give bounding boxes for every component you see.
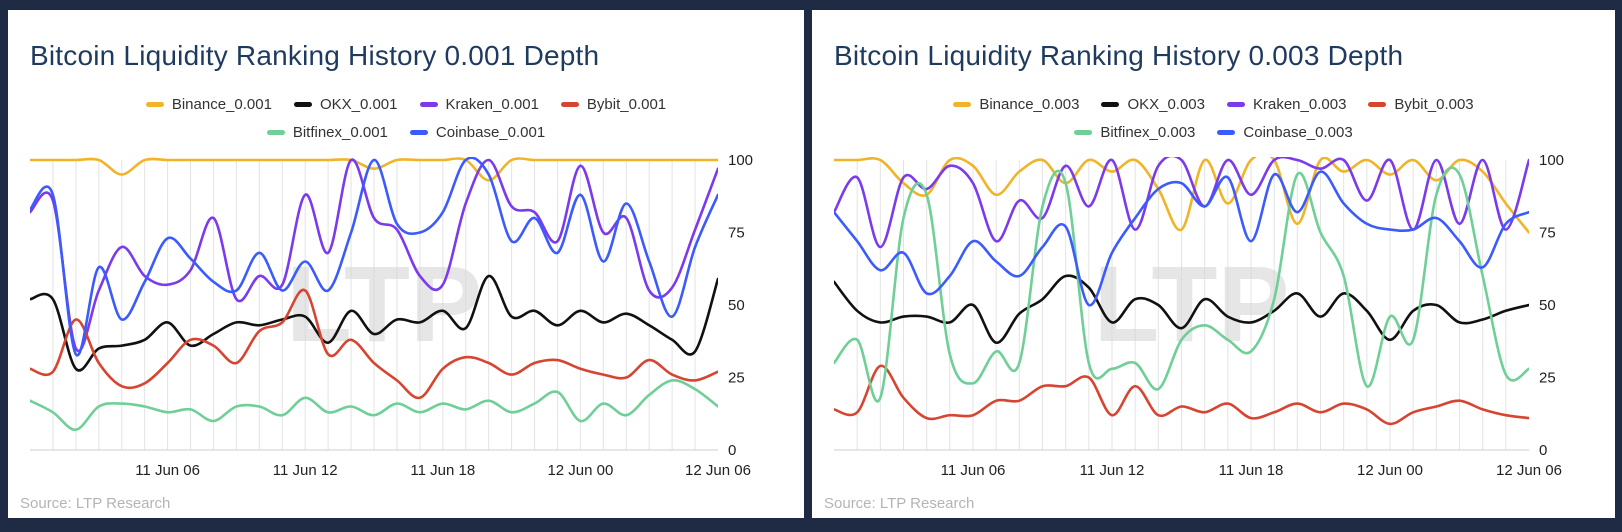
legend-item-okx[interactable]: OKX_0.001 (293, 95, 398, 113)
chart-legend: Binance_0.003 OKX_0.003 Kraken_0.003 Byb… (812, 90, 1615, 146)
y-tick-label: 0 (1539, 442, 1547, 459)
x-tick-label: 11 Jun 06 (941, 462, 1006, 479)
series-line-okx-0-001[interactable] (30, 274, 718, 372)
chart-title: Bitcoin Liquidity Ranking History 0.003 … (834, 40, 1404, 71)
legend-swatch (953, 101, 972, 107)
y-tick-label: 75 (1539, 225, 1556, 242)
watermark-text: LTP (286, 243, 482, 364)
legend-item-kraken[interactable]: Kraken_0.003 (1227, 96, 1346, 113)
x-tick-label: 12 Jun 00 (1357, 462, 1423, 479)
x-tick-label: 11 Jun 18 (1219, 462, 1284, 479)
legend-label: Kraken_0.003 (1253, 95, 1347, 113)
y-tick-label: 100 (728, 152, 753, 169)
x-tick-label: 12 Jun 06 (685, 462, 751, 479)
series-line-bitfinex-0-003[interactable] (834, 166, 1529, 403)
y-tick-label: 25 (1539, 370, 1556, 387)
legend-swatch (1227, 101, 1245, 107)
y-tick-label: 75 (728, 225, 745, 242)
y-tick-label: 0 (728, 442, 736, 459)
x-tick-label: 11 Jun 18 (410, 462, 475, 479)
legend-row: Binance_0.001 OKX_0.001 Kraken_0.001 Byb… (8, 90, 804, 118)
legend-item-kraken[interactable]: Kraken_0.001 (419, 95, 539, 113)
source-label: Source: LTP Research (20, 495, 171, 512)
legend-swatch (266, 129, 285, 135)
series-line-binance-0-001[interactable] (30, 157, 718, 182)
legend-label: Bitfinex_0.001 (292, 123, 388, 141)
legend-item-bitfinex[interactable]: Bitfinex_0.003 (1074, 124, 1195, 141)
legend-swatch (419, 101, 438, 107)
legend-swatch (409, 129, 428, 135)
legend-label: Bitfinex_0.003 (1100, 123, 1196, 141)
x-tick-label: 11 Jun 06 (135, 462, 200, 479)
x-tick-label: 11 Jun 12 (1080, 462, 1145, 479)
legend-item-coinbase[interactable]: Coinbase_0.003 (1217, 123, 1353, 141)
legend-label: Coinbase_0.003 (1243, 123, 1353, 141)
chart-plot-area: LTP 0 25 50 75 100 11 Jun 06 11 Jun 12 11 Jun 18… (834, 152, 1564, 479)
legend-swatch (1217, 129, 1236, 135)
series-line-binance-0-003[interactable] (834, 153, 1529, 234)
legend-swatch (560, 101, 579, 107)
series-line-coinbase-0-003[interactable] (834, 170, 1529, 307)
chart-plot-area: LTP 0 25 50 75 100 11 Jun 06 11 Jun 12 11 Jun 18… (30, 152, 753, 479)
legend-row: Bitfinex_0.001 Coinbase_0.001 (8, 118, 804, 146)
legend-item-binance[interactable]: Binance_0.003 (953, 96, 1079, 113)
chart-legend: Binance_0.001 OKX_0.001 Kraken_0.001 Byb… (8, 90, 804, 146)
series-line-coinbase-0-001[interactable] (30, 157, 718, 357)
legend-label: Bybit_0.001 (586, 95, 667, 113)
legend-swatch (1074, 129, 1093, 135)
y-tick-label: 25 (728, 370, 745, 387)
y-tick-label: 50 (1539, 297, 1556, 314)
legend-label: Bybit_0.003 (1394, 95, 1474, 113)
legend-swatch (145, 101, 164, 107)
legend-item-bybit[interactable]: Bybit_0.003 (1368, 95, 1474, 113)
legend-swatch (293, 101, 312, 107)
legend-label: Kraken_0.001 (445, 95, 539, 113)
chart-panel-0001: Bitcoin Liquidity Ranking History 0.001 … (8, 10, 804, 518)
legend-label: OKX_0.001 (319, 95, 398, 113)
watermark-text: LTP (1094, 243, 1290, 364)
legend-item-bybit[interactable]: Bybit_0.001 (560, 95, 667, 113)
chart-panel-0003: Bitcoin Liquidity Ranking History 0.003 … (812, 10, 1615, 518)
legend-row: Bitfinex_0.003 Coinbase_0.003 (812, 118, 1615, 146)
legend-item-okx[interactable]: OKX_0.003 (1101, 96, 1205, 113)
series-line-bitfinex-0-001[interactable] (30, 379, 718, 431)
x-tick-label: 12 Jun 00 (547, 462, 613, 479)
legend-label: OKX_0.003 (1127, 95, 1205, 113)
legend-item-coinbase[interactable]: Coinbase_0.001 (409, 123, 546, 141)
y-tick-label: 50 (728, 297, 745, 314)
series-line-kraken-0-003[interactable] (834, 156, 1529, 249)
series-line-kraken-0-001[interactable] (30, 158, 718, 353)
legend-swatch (1368, 101, 1387, 107)
legend-row: Binance_0.003 OKX_0.003 Kraken_0.003 Byb… (812, 90, 1615, 118)
source-label: Source: LTP Research (824, 495, 975, 512)
legend-label: Binance_0.001 (171, 95, 272, 113)
series-line-bybit-0-003[interactable] (834, 364, 1529, 426)
series-line-okx-0-003[interactable] (834, 274, 1529, 344)
legend-label: Coinbase_0.001 (435, 123, 546, 141)
x-tick-label: 11 Jun 12 (273, 462, 338, 479)
y-tick-label: 100 (1539, 152, 1564, 169)
legend-item-binance[interactable]: Binance_0.001 (145, 95, 272, 113)
legend-swatch (1101, 101, 1120, 107)
x-tick-label: 12 Jun 06 (1496, 462, 1562, 479)
series-line-bybit-0-001[interactable] (30, 288, 718, 400)
chart-title: Bitcoin Liquidity Ranking History 0.001 … (30, 40, 600, 71)
legend-label: Binance_0.003 (979, 95, 1080, 113)
legend-item-bitfinex[interactable]: Bitfinex_0.001 (266, 123, 388, 141)
